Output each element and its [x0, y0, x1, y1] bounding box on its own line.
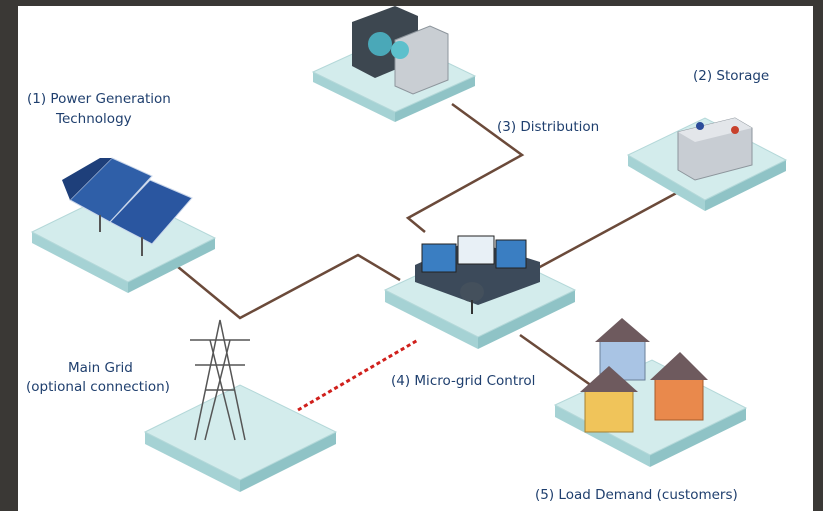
node-label: (4) Micro-grid Control: [391, 373, 535, 389]
node-label: Main Grid: [68, 360, 133, 376]
node-label: (1) Power Generation: [27, 91, 171, 107]
node-label: (optional connection): [26, 379, 170, 395]
node-label: Technology: [55, 111, 132, 127]
node-label: (2) Storage: [693, 68, 769, 84]
diagram: (1) Power Generation Technology (2) Stor…: [0, 0, 823, 511]
node-label: (5) Load Demand (customers): [535, 487, 738, 503]
node-label: (3) Distribution: [497, 119, 599, 135]
